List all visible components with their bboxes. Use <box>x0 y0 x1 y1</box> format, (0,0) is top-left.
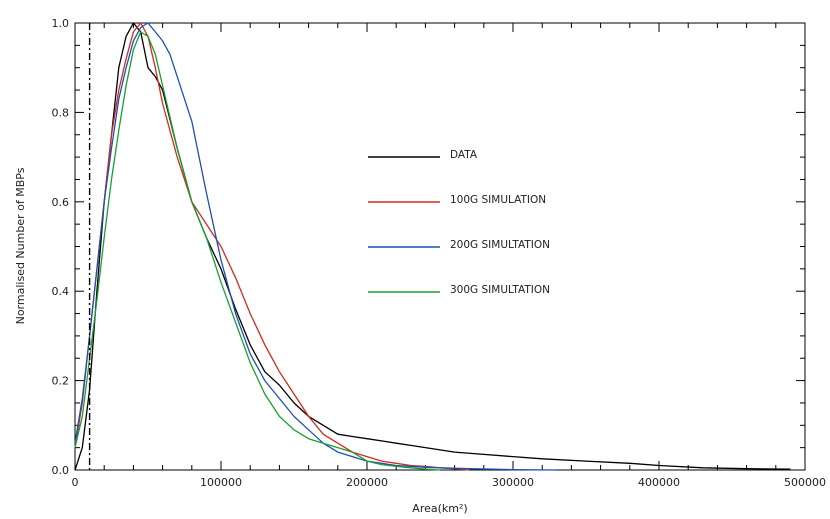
y-axis-label: Normalised Number of MBPs <box>14 167 27 324</box>
y-axis-ticks: 0.0 0.2 0.4 0.6 0.8 1.0 <box>52 17 805 477</box>
x-tick-label: 0 <box>72 476 79 489</box>
legend-label-3: 200G SIMULTATION <box>450 239 550 251</box>
x-tick-label: 100000 <box>200 476 242 489</box>
series-line-4 <box>74 31 441 471</box>
x-axis-label: Area(km²) <box>412 502 467 515</box>
x-tick-label: 500000 <box>784 476 826 489</box>
y-tick-label: 0.8 <box>52 106 70 119</box>
y-tick-label: 0.2 <box>52 375 70 388</box>
legend-label-2: 100G SIMULATION <box>450 194 546 206</box>
y-tick-label: 0.0 <box>52 464 70 477</box>
x-tick-label: 400000 <box>638 476 680 489</box>
series-line-2 <box>74 22 470 471</box>
legend-label-1: DATA <box>450 149 478 161</box>
x-tick-label: 200000 <box>346 476 388 489</box>
legend-label-4: 300G SIMULTATION <box>450 284 550 296</box>
y-tick-label: 0.6 <box>52 196 70 209</box>
series-line-1 <box>74 22 791 471</box>
legend: DATA 100G SIMULATION 200G SIMULTATION 300G … <box>368 149 550 296</box>
series-line-3 <box>74 22 557 471</box>
x-axis-ticks: 0 100000 200000 300000 400000 500000 <box>72 23 826 489</box>
series-lines <box>74 22 791 471</box>
y-tick-label: 0.4 <box>52 285 70 298</box>
y-tick-label: 1.0 <box>52 17 70 30</box>
x-tick-label: 300000 <box>492 476 534 489</box>
